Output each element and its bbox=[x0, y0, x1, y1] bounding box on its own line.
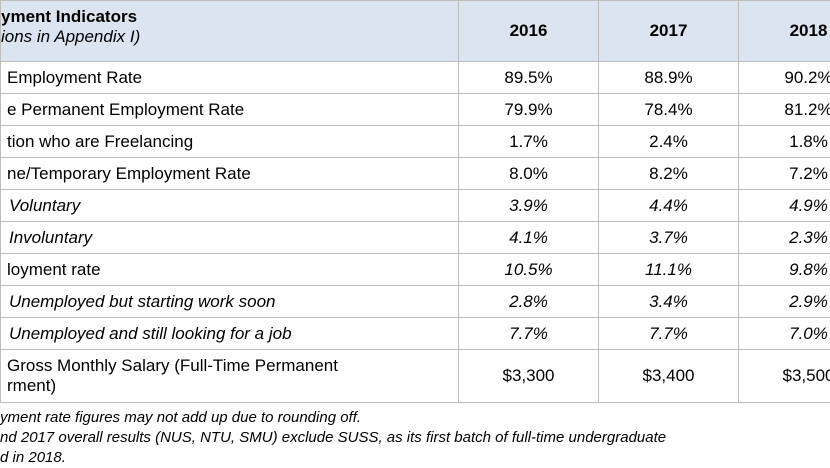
row-label-text: Involuntary bbox=[9, 227, 93, 247]
value-cell: 7.7% bbox=[458, 317, 599, 350]
column-header: 2016 bbox=[458, 0, 599, 62]
table-row: loyment rate 10.5% 11.1% 9.8% bbox=[0, 253, 830, 286]
table-row: Employment Rate 89.5% 88.9% 90.2% bbox=[0, 61, 830, 94]
value-cell: 4.1% bbox=[458, 221, 599, 254]
value-cell: 9.8% bbox=[738, 253, 830, 286]
row-label: Employment Rate bbox=[0, 61, 459, 94]
value-cell: 7.0% bbox=[738, 317, 830, 350]
row-label-text: tion who are Freelancing bbox=[7, 131, 194, 151]
value-cell: 7.2% bbox=[738, 157, 830, 190]
value-cell: 7.7% bbox=[598, 317, 739, 350]
note: d in 2018. bbox=[0, 449, 66, 466]
value-cell: $3,300 bbox=[458, 349, 599, 403]
column-header: 2018 bbox=[738, 0, 830, 62]
row-label: Gross Monthly Salary (Full-Time Permanen… bbox=[0, 349, 459, 403]
value-cell: $3,500 bbox=[738, 349, 830, 403]
note: nd 2017 overall results (NUS, NTU, SMU) … bbox=[0, 429, 667, 446]
value-cell: 2.3% bbox=[738, 221, 830, 254]
row-label: Voluntary bbox=[0, 189, 459, 222]
indicator-table: yment Indicators ions in Appendix I) 2016… bbox=[0, 0, 830, 403]
table-row: Unemployed and still looking for a job 7.… bbox=[0, 317, 830, 350]
row-label: Unemployed but starting work soon bbox=[0, 285, 459, 318]
row-label: loyment rate bbox=[0, 253, 459, 286]
value-cell: 90.2% bbox=[738, 61, 830, 94]
row-label-text: Voluntary bbox=[9, 195, 81, 215]
value-cell: 2.8% bbox=[458, 285, 599, 318]
row-label-text: Unemployed and still looking for a job bbox=[9, 323, 292, 343]
notes: yment rate figures may not add up due to… bbox=[0, 408, 666, 468]
header-subtitle: ions in Appendix I) bbox=[1, 27, 141, 46]
row-label: tion who are Freelancing bbox=[0, 125, 459, 158]
row-label: Involuntary bbox=[0, 221, 459, 254]
row-label-text: Employment Rate bbox=[7, 67, 143, 87]
table-row: Unemployed but starting work soon 2.8% 3.4… bbox=[0, 285, 830, 318]
row-label: e Permanent Employment Rate bbox=[0, 93, 459, 126]
value-cell: 4.9% bbox=[738, 189, 830, 222]
header-cell: yment Indicators ions in Appendix I) bbox=[0, 0, 459, 62]
table-row: tion who are Freelancing 1.7% 2.4% 1.8% bbox=[0, 125, 830, 158]
value-cell: 4.4% bbox=[598, 189, 739, 222]
value-cell: 1.7% bbox=[458, 125, 599, 158]
row-label-text: loyment rate bbox=[7, 259, 101, 279]
value-cell: 3.4% bbox=[598, 285, 739, 318]
value-cell: $3,400 bbox=[598, 349, 739, 403]
value-cell: 8.0% bbox=[458, 157, 599, 190]
row-label: ne/Temporary Employment Rate bbox=[0, 157, 459, 190]
value-cell: 2.4% bbox=[598, 125, 739, 158]
row-label-text: rment) bbox=[7, 376, 57, 395]
value-cell: 10.5% bbox=[458, 253, 599, 286]
value-cell: 81.2% bbox=[738, 93, 830, 126]
table-row: e Permanent Employment Rate 79.9% 78.4% 81.… bbox=[0, 93, 830, 126]
value-cell: 8.2% bbox=[598, 157, 739, 190]
value-cell: 1.8% bbox=[738, 125, 830, 158]
value-cell: 79.9% bbox=[458, 93, 599, 126]
table-row: Gross Monthly Salary (Full-Time Permanen… bbox=[0, 349, 830, 403]
header-title: yment Indicators bbox=[1, 7, 138, 26]
column-header: 2017 bbox=[598, 0, 739, 62]
value-cell: 89.5% bbox=[458, 61, 599, 94]
table-row: ne/Temporary Employment Rate 8.0% 8.2% 7.2% bbox=[0, 157, 830, 190]
table-row: Voluntary 3.9% 4.4% 4.9% bbox=[0, 189, 830, 222]
table-row: Involuntary 4.1% 3.7% 2.3% bbox=[0, 221, 830, 254]
row-label: Unemployed and still looking for a job bbox=[0, 317, 459, 350]
row-label-text: Unemployed but starting work soon bbox=[9, 291, 276, 311]
value-cell: 3.9% bbox=[458, 189, 599, 222]
value-cell: 11.1% bbox=[598, 253, 739, 286]
value-cell: 3.7% bbox=[598, 221, 739, 254]
header-row: yment Indicators ions in Appendix I) 2016… bbox=[0, 0, 830, 62]
row-label-text: e Permanent Employment Rate bbox=[7, 99, 245, 119]
value-cell: 2.9% bbox=[738, 285, 830, 318]
value-cell: 88.9% bbox=[598, 61, 739, 94]
row-label-text: ne/Temporary Employment Rate bbox=[7, 163, 251, 183]
row-label-text: Gross Monthly Salary (Full-Time Permanen… bbox=[7, 356, 338, 375]
note: yment rate figures may not add up due to… bbox=[0, 409, 362, 426]
value-cell: 78.4% bbox=[598, 93, 739, 126]
